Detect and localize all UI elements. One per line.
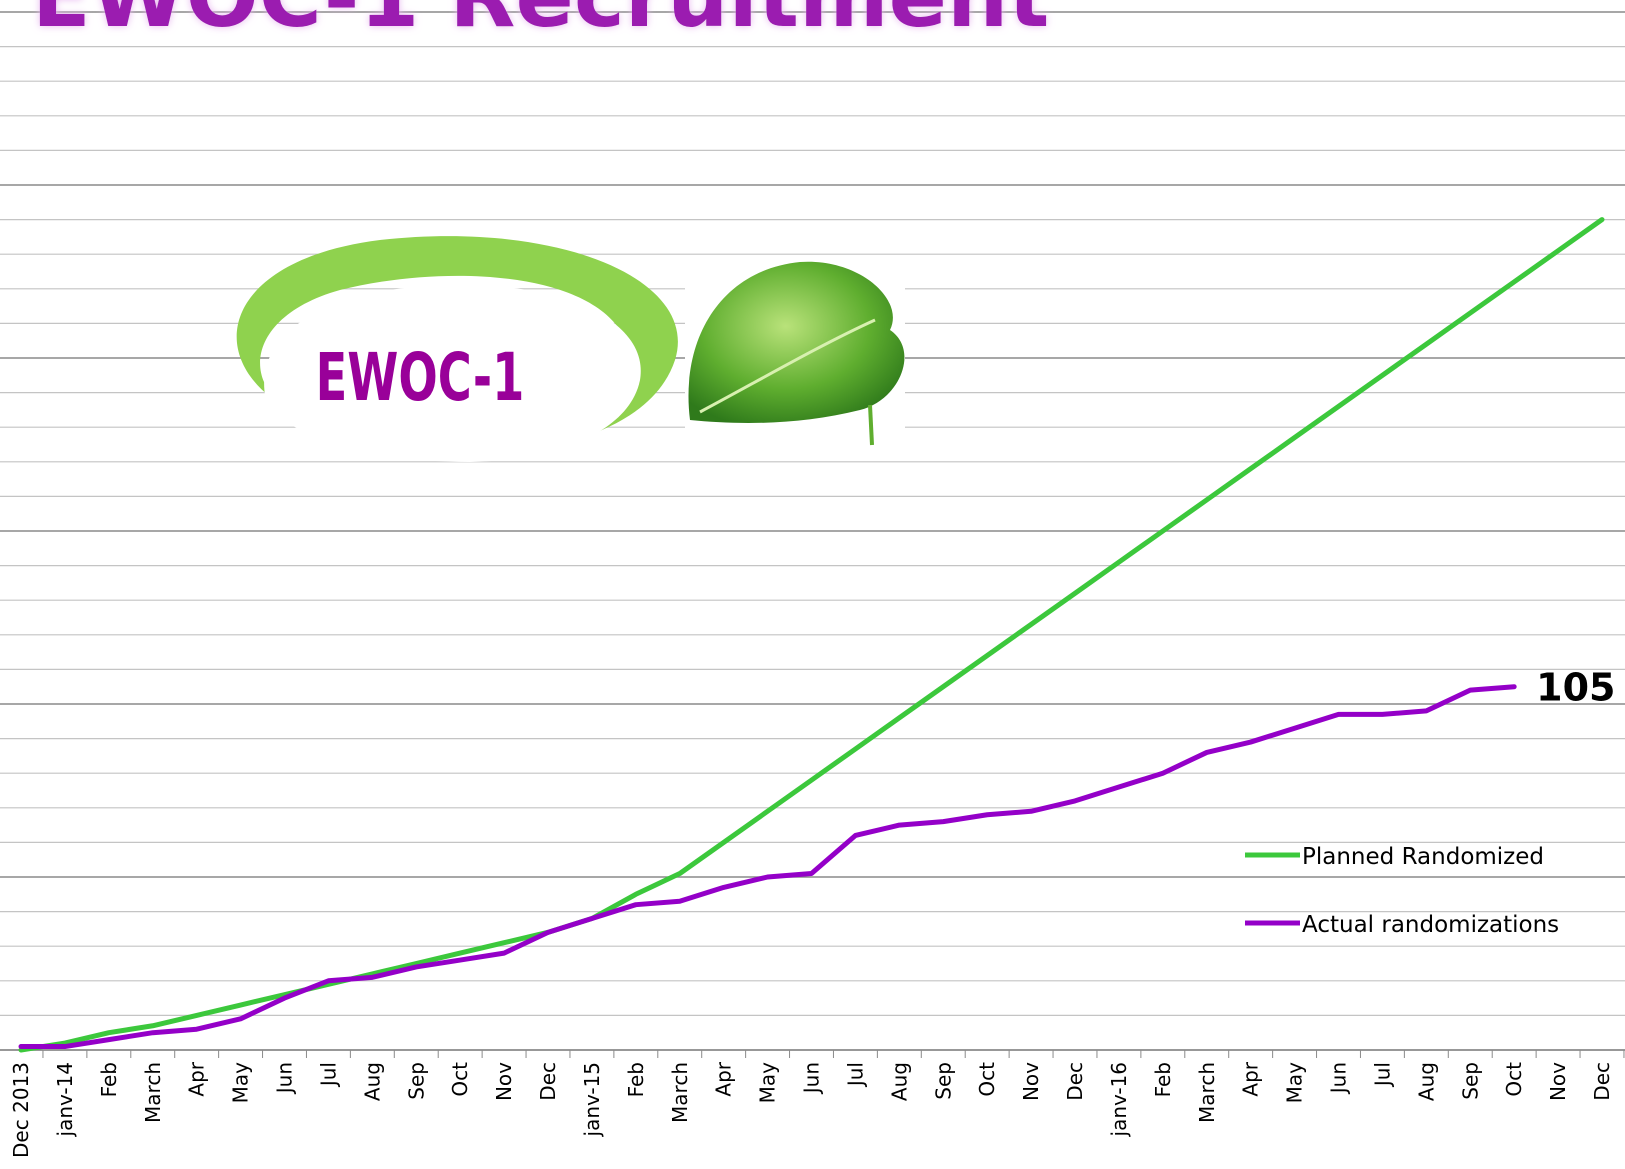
x-tick-label: Jun bbox=[273, 1062, 297, 1095]
x-tick-label: Feb bbox=[1151, 1062, 1175, 1097]
chart: EWOC-1 Dec 2013 janv-14 Feb March Apr May Jun J… bbox=[0, 0, 1625, 1169]
x-tick-label: May bbox=[229, 1062, 253, 1104]
x-tick-label: Aug bbox=[1414, 1062, 1438, 1101]
x-tick-label: Aug bbox=[887, 1062, 911, 1101]
x-tick-label: janv-14 bbox=[53, 1062, 77, 1137]
x-tick-label: janv-16 bbox=[1107, 1062, 1131, 1137]
x-tick-label: Feb bbox=[97, 1062, 121, 1097]
x-tick-label: March bbox=[1195, 1062, 1219, 1123]
x-tick-label: Nov bbox=[1019, 1062, 1043, 1101]
x-tick-label: March bbox=[668, 1062, 692, 1123]
x-tick-label: Dec bbox=[1590, 1062, 1614, 1101]
x-tick-label: March bbox=[141, 1062, 165, 1123]
x-tick-label: May bbox=[756, 1062, 780, 1104]
x-tick-label: janv-15 bbox=[580, 1062, 604, 1137]
page: {"chart_data": {"type": "line", "title":… bbox=[0, 0, 1625, 1169]
x-tick-label: Dec bbox=[1063, 1062, 1087, 1101]
x-tick-label: Jun bbox=[800, 1062, 824, 1095]
x-tick-label: Sep bbox=[404, 1062, 428, 1100]
x-tick-label: Apr bbox=[185, 1061, 209, 1096]
legend-label: Planned Randomized bbox=[1302, 844, 1544, 870]
grid bbox=[0, 12, 1625, 1050]
legend-label: Actual randomizations bbox=[1302, 912, 1559, 938]
x-tick-label: Jul bbox=[316, 1062, 340, 1088]
x-tick-label: Nov bbox=[492, 1062, 516, 1101]
x-tick-label: Nov bbox=[1546, 1062, 1570, 1101]
logo-text: EWOC-1 bbox=[316, 339, 525, 416]
leaf-stem bbox=[870, 405, 872, 445]
x-tick-label: Oct bbox=[975, 1062, 999, 1097]
x-tick-label: Jul bbox=[843, 1062, 867, 1088]
x-tick-label: Jun bbox=[1327, 1062, 1351, 1095]
x-tick-label: Apr bbox=[712, 1061, 736, 1096]
logo: EWOC-1 bbox=[237, 236, 905, 462]
x-tick-label: Feb bbox=[624, 1062, 648, 1097]
data-label: 105 bbox=[1536, 666, 1615, 710]
x-tick-label: Aug bbox=[360, 1062, 384, 1101]
x-tick-label: Dec 2013 bbox=[9, 1062, 33, 1158]
series-line bbox=[21, 687, 1514, 1047]
x-tick-label: Oct bbox=[1502, 1062, 1526, 1097]
x-tick-label: Sep bbox=[1458, 1062, 1482, 1100]
x-tick-label: Sep bbox=[931, 1062, 955, 1100]
chart-title: EWOC-1 Recruitment bbox=[32, 0, 1049, 47]
x-tick-label: Oct bbox=[448, 1062, 472, 1097]
x-tick-label: Dec bbox=[536, 1062, 560, 1101]
x-tick-label: Apr bbox=[1239, 1061, 1263, 1096]
x-tick-label: May bbox=[1283, 1062, 1307, 1104]
x-tick-label: Jul bbox=[1370, 1062, 1394, 1088]
